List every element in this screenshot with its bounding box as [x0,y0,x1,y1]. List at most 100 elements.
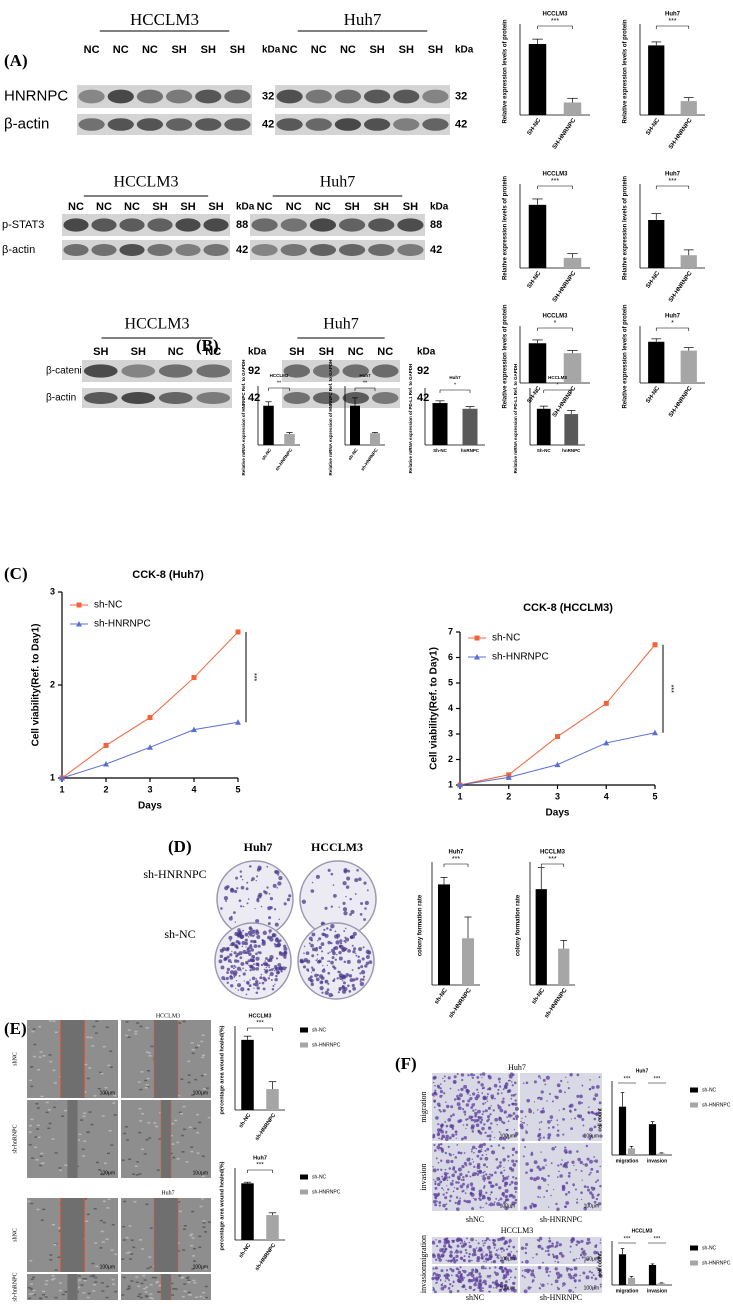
blot-band [91,244,117,256]
texture [103,1162,107,1165]
colony [219,954,224,959]
colony [342,901,346,905]
texture [83,1112,87,1114]
cell [548,1092,551,1095]
bar [535,889,547,985]
texture [156,1169,160,1171]
cell [595,1197,599,1201]
cell [568,1150,572,1154]
colony [299,958,304,963]
cell [475,1147,477,1150]
cell [544,1083,547,1086]
cell [492,1203,496,1206]
legend-swatch [690,1245,698,1251]
colony [238,951,243,956]
texture [190,1042,194,1044]
cell [578,1279,581,1282]
cell [459,1256,464,1261]
texture [158,1285,162,1287]
cell [448,1279,451,1282]
texture [134,1165,138,1167]
cell [547,1249,550,1253]
texture [89,1275,93,1278]
texture [101,1241,105,1243]
blot-band [195,89,222,104]
cell [561,1185,566,1190]
texture [136,1161,140,1163]
blot-band [397,218,424,232]
cell [486,1096,489,1098]
texture [195,1296,199,1298]
cell [435,1258,438,1261]
cell [544,1250,547,1253]
cell [460,1137,464,1141]
texture [204,1285,208,1288]
cell [481,1072,486,1076]
colony [275,974,278,978]
texture [32,1028,36,1030]
blot-lane-label: NC [124,201,140,213]
cell [535,1253,538,1256]
cell [479,1206,482,1209]
colony [283,955,287,959]
cell [459,1184,464,1189]
cell [593,1187,596,1190]
cell [438,1201,442,1204]
cell [554,1279,559,1284]
legend-label: sh-HNRNPC [702,1260,731,1266]
colony [244,932,249,937]
blot-band [203,244,229,256]
cell [444,1248,448,1251]
cell [491,1238,495,1242]
cell [460,1244,465,1248]
cell [456,1237,461,1242]
colony [302,965,307,969]
texture [110,1144,114,1146]
panel-label: (F) [395,1054,417,1073]
cell [557,1124,559,1126]
colony [237,928,241,932]
cell [569,1073,573,1077]
cell [483,1123,486,1126]
cell [484,1257,488,1261]
cell [470,1237,474,1242]
cell [479,1120,483,1124]
cell [493,1083,498,1088]
cell [436,1168,440,1171]
colony [228,916,233,921]
cell [506,1116,509,1118]
cell [530,1152,534,1156]
texture [88,1111,92,1113]
cell [466,1092,469,1095]
cell [432,1199,437,1204]
colony [324,990,329,996]
blot-lane-label: SH [369,44,384,56]
cell [496,1201,501,1206]
y-axis-label: Relative expression levels of protein [623,19,629,123]
cell [439,1083,442,1086]
cell [539,1077,542,1079]
cell [547,1283,549,1285]
colony [254,908,256,910]
cell [432,1286,435,1289]
blot-band [224,118,251,131]
texture [138,1107,142,1110]
cell [515,1093,517,1096]
cell [464,1288,467,1291]
colony [351,944,354,947]
scale-label: 100μm [100,1264,115,1270]
texture [99,1171,103,1173]
legend-label: sh-HNRNPC [94,619,151,630]
blot-band [165,118,193,131]
colony [268,966,270,969]
colony [236,966,242,971]
blot-lane-label: SH [399,44,414,56]
cell [482,1251,484,1253]
colony [240,885,245,890]
bar [657,1283,666,1285]
cell [503,1169,506,1172]
cell [434,1196,438,1200]
cell [484,1131,487,1134]
cell [502,1146,505,1150]
cell [445,1207,448,1211]
